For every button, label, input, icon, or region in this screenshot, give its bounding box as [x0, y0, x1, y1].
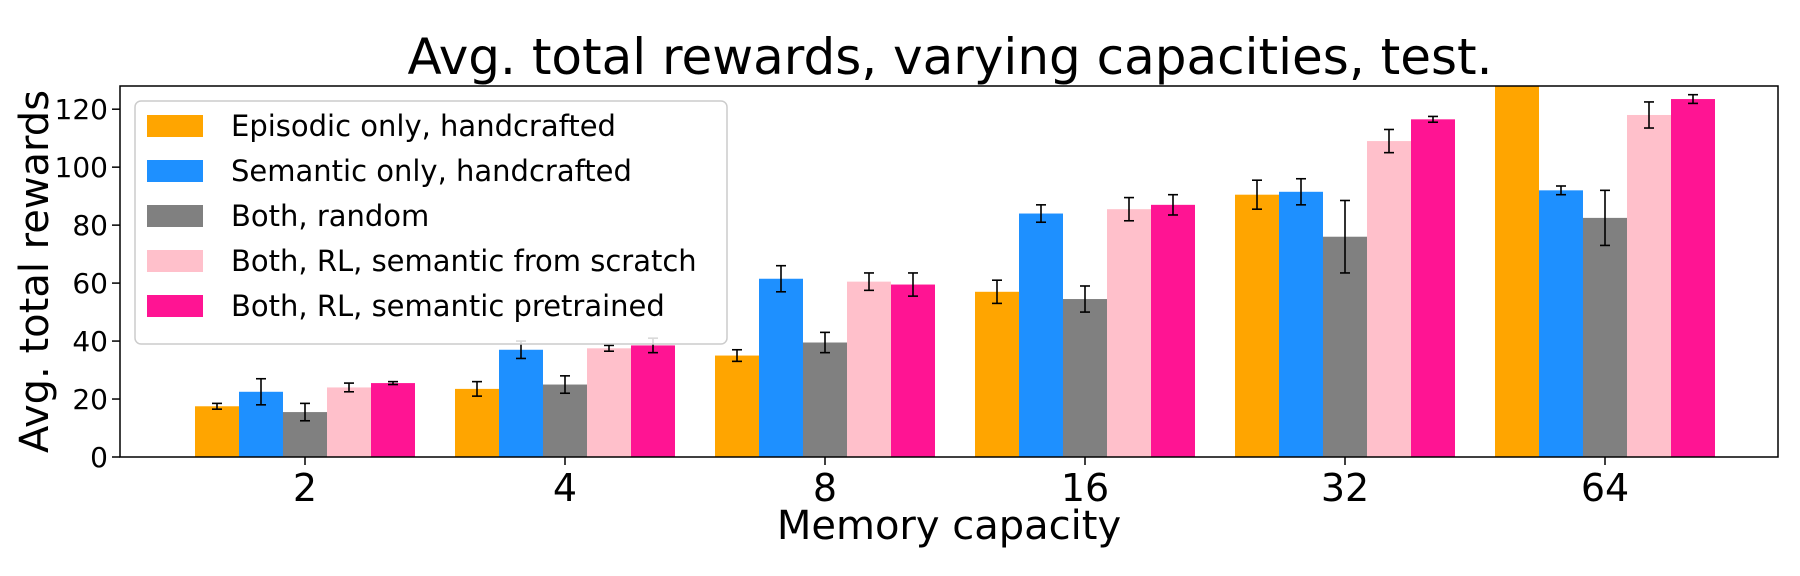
errorbar-s0-c3 [992, 279, 1002, 305]
bar-s2-c2 [803, 342, 847, 457]
y-tick-label: 60 [72, 267, 108, 300]
x-tick-label: 32 [1321, 466, 1369, 510]
errorbar-s4-c4 [1428, 115, 1438, 124]
bar-s3-c1 [587, 348, 631, 457]
x-tick-label: 2 [293, 466, 317, 510]
legend-label: Both, RL, semantic from scratch [231, 244, 697, 278]
bar-s2-c3 [1063, 299, 1107, 457]
bar-s4-c1 [631, 345, 675, 457]
y-axis-ticks: 0 20 40 60 80 100 120 [55, 93, 120, 474]
errorbar-s4-c2 [908, 272, 918, 297]
bar-s4-c2 [891, 284, 935, 457]
x-tick-label: 4 [553, 466, 577, 510]
errorbar-s4-c0 [388, 380, 398, 386]
errorbar-s1-c0 [256, 377, 266, 406]
legend-box [134, 100, 728, 345]
errorbar-s2-c1 [560, 375, 570, 395]
legend-item: Both, RL, semantic pretrained [147, 289, 665, 323]
y-tick-label: 120 [55, 93, 108, 126]
legend-label: Both, RL, semantic pretrained [231, 289, 665, 323]
plot-frame [119, 85, 1779, 458]
errorbar-s3-c2 [864, 272, 874, 292]
legend-swatch [147, 115, 203, 137]
errorbar-s2-c3 [1080, 285, 1090, 313]
errorbar-s2-c4 [1340, 199, 1350, 274]
errorbar-s0-c2 [732, 348, 742, 363]
legend-swatch [147, 250, 203, 272]
bar-s1-c2 [759, 278, 803, 457]
bar-s1-c1 [499, 349, 543, 457]
bar-s4-c4 [1411, 119, 1455, 457]
bar-s4-c3 [1151, 204, 1195, 457]
errorbar-s2-c0 [300, 402, 310, 422]
bar-s0-c3 [975, 291, 1019, 457]
x-tick-label: 64 [1581, 466, 1629, 510]
errorbar-s3-c4 [1384, 128, 1394, 154]
bar-s2-c1 [543, 384, 587, 457]
y-tick-label: 100 [55, 151, 108, 184]
y-tick-label: 0 [90, 441, 108, 474]
legend-item: Episodic only, handcrafted [147, 109, 616, 143]
bar-s1-c4 [1279, 191, 1323, 457]
y-tick-label: 80 [72, 209, 108, 242]
bar-s3-c0 [327, 387, 371, 457]
legend-label: Episodic only, handcrafted [231, 109, 616, 143]
bar-s0-c4 [1235, 194, 1279, 457]
legend-swatch [147, 295, 203, 317]
errorbar-s3-c1 [604, 344, 614, 353]
errorbar-s3-c5 [1644, 101, 1654, 129]
bar-s0-c5 [1495, 86, 1539, 457]
errorbar-s4-c3 [1168, 193, 1178, 216]
bar-s1-c5 [1539, 190, 1583, 457]
y-tick-label: 20 [72, 383, 108, 416]
errorbar-s4-c5 [1688, 93, 1698, 105]
bar-s2-c5 [1583, 217, 1627, 457]
chart-title: Avg. total rewards, varying capacities, … [407, 28, 1492, 86]
legend-label: Semantic only, handcrafted [231, 154, 632, 188]
errorbars-group [212, 93, 1698, 422]
x-tick-label: 8 [813, 466, 837, 510]
bars-group [195, 86, 1715, 457]
legend: Episodic only, handcrafted Semantic only,… [134, 100, 728, 345]
legend-swatch [147, 205, 203, 227]
bar-s3-c3 [1107, 209, 1151, 457]
bar-s0-c1 [455, 388, 499, 457]
bar-s3-c5 [1627, 114, 1671, 457]
errorbar-s1-c5 [1556, 185, 1566, 196]
bar-s1-c3 [1019, 213, 1063, 457]
errorbar-s1-c3 [1036, 204, 1046, 224]
y-axis-label: Avg. total rewards [12, 90, 58, 453]
x-tick-label: 16 [1061, 466, 1109, 510]
errorbar-s2-c2 [820, 331, 830, 354]
legend-item: Both, random [147, 199, 429, 233]
x-axis-label: Memory capacity [777, 503, 1121, 549]
y-tick-label: 40 [72, 325, 108, 358]
legend-label: Both, random [231, 199, 429, 233]
legend-item: Semantic only, handcrafted [147, 154, 632, 188]
errorbar-s1-c4 [1296, 177, 1306, 206]
errorbar-s3-c3 [1124, 196, 1134, 222]
bar-s4-c5 [1671, 99, 1715, 457]
errorbar-s3-c0 [344, 382, 354, 393]
bar-s0-c0 [195, 406, 239, 457]
legend-swatch [147, 160, 203, 182]
errorbar-s0-c0 [212, 402, 222, 410]
errorbar-s1-c2 [776, 264, 786, 293]
errorbar-s2-c5 [1600, 189, 1610, 247]
bar-s4-c0 [371, 383, 415, 457]
errorbar-s0-c1 [472, 380, 482, 397]
bar-s0-c2 [715, 355, 759, 457]
legend-item: Both, RL, semantic from scratch [147, 244, 697, 278]
bar-s3-c4 [1367, 141, 1411, 457]
errorbar-s0-c4 [1252, 179, 1262, 210]
x-axis-ticks: 2 4 8 16 32 64 [293, 457, 1629, 510]
bar-s3-c2 [847, 281, 891, 457]
